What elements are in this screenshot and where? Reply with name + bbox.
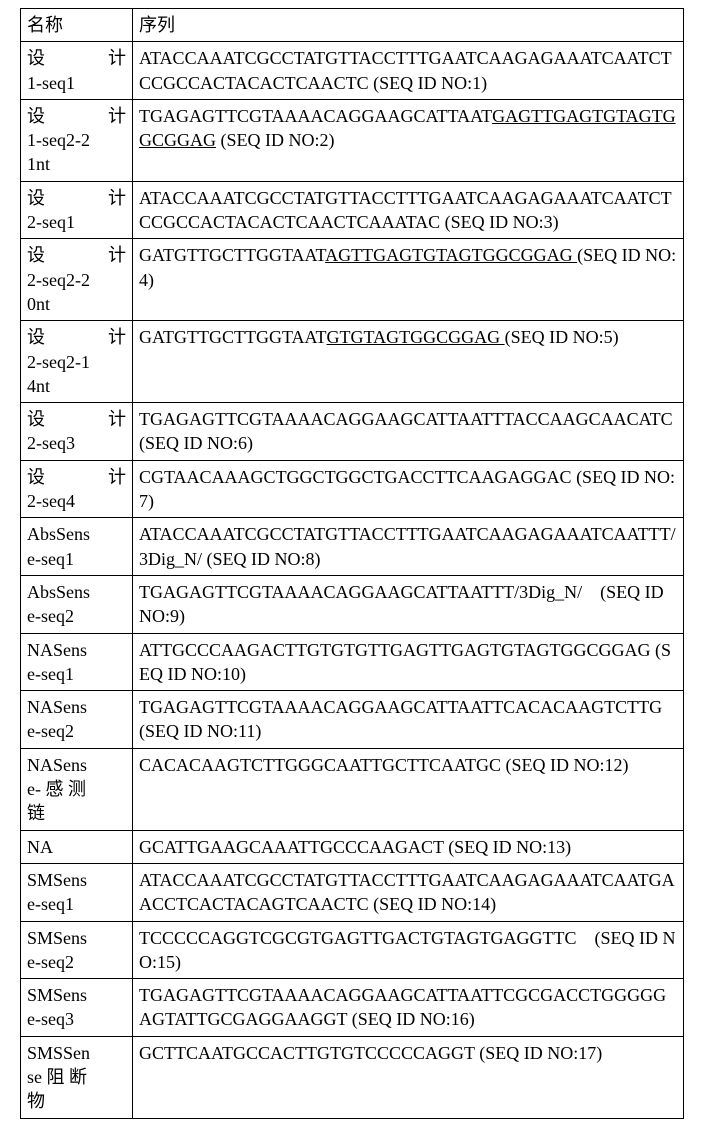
row-sequence: TGAGAGTTCGTAAAACAGGAAGCATTAATTCACACAAGTC…: [133, 691, 684, 749]
page-container: 名称 序列 设 计1-seq1ATACCAAATCGCCTATGTTACCTTT…: [0, 0, 704, 1139]
header-seq: 序列: [133, 9, 684, 42]
table-row: 设 计2-seq4CGTAACAAAGCTGGCTGGCTGACCTTCAAGA…: [21, 460, 684, 518]
table-row: NAGCATTGAAGCAAATTGCCCAAGACT (SEQ ID NO:1…: [21, 830, 684, 863]
row-sequence: CACACAAGTCTTGGGCAATTGCTTCAATGC (SEQ ID N…: [133, 748, 684, 830]
table-row: 设 计2-seq2-14ntGATGTTGCTTGGTAATGTGTAGTGGC…: [21, 321, 684, 403]
underlined-sequence: AGTTGAGTGTAGTGGCGGAG: [325, 245, 577, 265]
row-sequence: TGAGAGTTCGTAAAACAGGAAGCATTAATGAGTTGAGTGT…: [133, 99, 684, 181]
row-sequence: GCTTCAATGCCACTTGTGTCCCCCAGGT (SEQ ID NO:…: [133, 1036, 684, 1118]
table-row: NASense- 感 测链CACACAAGTCTTGGGCAATTGCTTCAA…: [21, 748, 684, 830]
row-name: SMSense-seq1: [21, 863, 133, 921]
row-name: 设 计2-seq2-20nt: [21, 239, 133, 321]
row-name: NASense-seq1: [21, 633, 133, 691]
table-row: SMSSense 阻 断物GCTTCAATGCCACTTGTGTCCCCCAGG…: [21, 1036, 684, 1118]
table-row: NASense-seq1ATTGCCCAAGACTTGTGTGTTGAGTTGA…: [21, 633, 684, 691]
row-sequence: TGAGAGTTCGTAAAACAGGAAGCATTAATTCGCGACCTGG…: [133, 979, 684, 1037]
row-name: NASense- 感 测链: [21, 748, 133, 830]
row-sequence: TCCCCCAGGTCGCGTGAGTTGACTGTAGTGAGGTTC (SE…: [133, 921, 684, 979]
row-sequence: ATACCAAATCGCCTATGTTACCTTTGAATCAAGAGAAATC…: [133, 42, 684, 100]
row-sequence: TGAGAGTTCGTAAAACAGGAAGCATTAATTT/3Dig_N/ …: [133, 575, 684, 633]
row-sequence: GATGTTGCTTGGTAATAGTTGAGTGTAGTGGCGGAG (SE…: [133, 239, 684, 321]
row-name: AbsSense-seq1: [21, 518, 133, 576]
row-name: SMSense-seq3: [21, 979, 133, 1037]
row-name: NA: [21, 830, 133, 863]
row-name: 设 计1-seq2-21nt: [21, 99, 133, 181]
row-name: AbsSense-seq2: [21, 575, 133, 633]
sequence-table: 名称 序列 设 计1-seq1ATACCAAATCGCCTATGTTACCTTT…: [20, 8, 684, 1119]
row-sequence: ATACCAAATCGCCTATGTTACCTTTGAATCAAGAGAAATC…: [133, 863, 684, 921]
row-sequence: ATACCAAATCGCCTATGTTACCTTTGAATCAAGAGAAATC…: [133, 181, 684, 239]
row-name: SMSense-seq2: [21, 921, 133, 979]
table-row: 设 计2-seq1ATACCAAATCGCCTATGTTACCTTTGAATCA…: [21, 181, 684, 239]
row-sequence: CGTAACAAAGCTGGCTGGCTGACCTTCAAGAGGAC (SEQ…: [133, 460, 684, 518]
table-row: 设 计1-seq1ATACCAAATCGCCTATGTTACCTTTGAATCA…: [21, 42, 684, 100]
row-sequence: GCATTGAAGCAAATTGCCCAAGACT (SEQ ID NO:13): [133, 830, 684, 863]
table-row: SMSense-seq3TGAGAGTTCGTAAAACAGGAAGCATTAA…: [21, 979, 684, 1037]
row-name: NASense-seq2: [21, 691, 133, 749]
row-sequence: ATACCAAATCGCCTATGTTACCTTTGAATCAAGAGAAATC…: [133, 518, 684, 576]
row-sequence: GATGTTGCTTGGTAATGTGTAGTGGCGGAG (SEQ ID N…: [133, 321, 684, 403]
table-row: AbsSense-seq1ATACCAAATCGCCTATGTTACCTTTGA…: [21, 518, 684, 576]
table-row: SMSense-seq2TCCCCCAGGTCGCGTGAGTTGACTGTAG…: [21, 921, 684, 979]
underlined-sequence: GAGTTGAGTGTAGTGGCGGAG: [139, 106, 676, 150]
row-name: 设 计2-seq2-14nt: [21, 321, 133, 403]
table-row: 设 计2-seq3TGAGAGTTCGTAAAACAGGAAGCATTAATTT…: [21, 403, 684, 461]
row-name: SMSSense 阻 断物: [21, 1036, 133, 1118]
header-name: 名称: [21, 9, 133, 42]
table-row: SMSense-seq1ATACCAAATCGCCTATGTTACCTTTGAA…: [21, 863, 684, 921]
row-name: 设 计1-seq1: [21, 42, 133, 100]
table-row: 设 计1-seq2-21ntTGAGAGTTCGTAAAACAGGAAGCATT…: [21, 99, 684, 181]
row-name: 设 计2-seq1: [21, 181, 133, 239]
underlined-sequence: GTGTAGTGGCGGAG: [327, 327, 505, 347]
row-sequence: TGAGAGTTCGTAAAACAGGAAGCATTAATTTACCAAGCAA…: [133, 403, 684, 461]
table-row: 设 计2-seq2-20ntGATGTTGCTTGGTAATAGTTGAGTGT…: [21, 239, 684, 321]
table-header-row: 名称 序列: [21, 9, 684, 42]
table-row: AbsSense-seq2TGAGAGTTCGTAAAACAGGAAGCATTA…: [21, 575, 684, 633]
row-sequence: ATTGCCCAAGACTTGTGTGTTGAGTTGAGTGTAGTGGCGG…: [133, 633, 684, 691]
row-name: 设 计2-seq3: [21, 403, 133, 461]
row-name: 设 计2-seq4: [21, 460, 133, 518]
table-row: NASense-seq2TGAGAGTTCGTAAAACAGGAAGCATTAA…: [21, 691, 684, 749]
table-body: 名称 序列 设 计1-seq1ATACCAAATCGCCTATGTTACCTTT…: [21, 9, 684, 1119]
